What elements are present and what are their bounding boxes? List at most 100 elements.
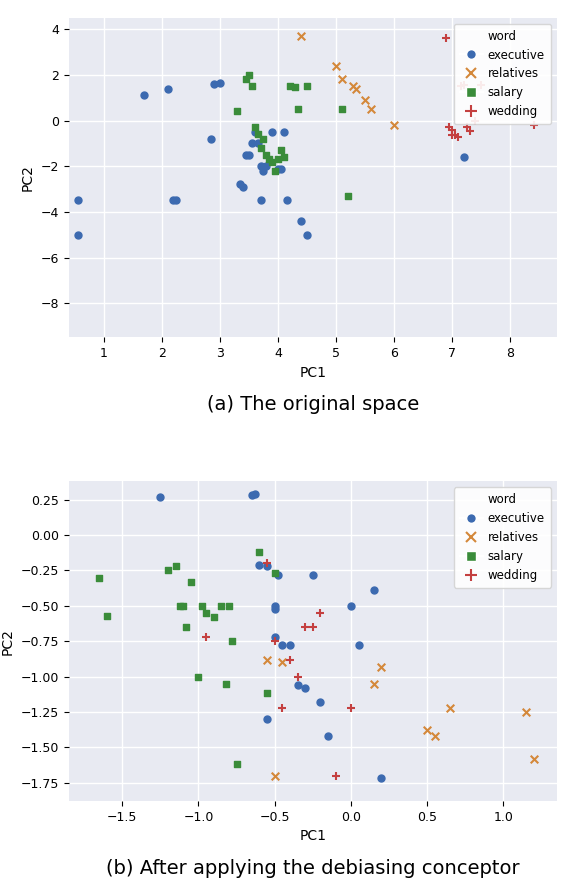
Point xyxy=(278,655,287,669)
Point xyxy=(262,556,272,570)
Point xyxy=(172,193,181,207)
Point xyxy=(209,610,218,624)
Legend: word, executive, relatives, salary, wedding: word, executive, relatives, salary, wedd… xyxy=(453,24,551,124)
Point xyxy=(262,712,272,726)
Point xyxy=(210,77,219,91)
Point xyxy=(270,634,280,648)
Point xyxy=(217,599,226,613)
Point xyxy=(222,676,231,691)
Point xyxy=(265,152,274,166)
Point xyxy=(250,487,259,501)
Point xyxy=(197,599,206,613)
Point xyxy=(343,189,352,203)
Point xyxy=(338,72,347,86)
Point xyxy=(445,700,455,715)
Point xyxy=(346,599,355,613)
Point xyxy=(262,559,272,573)
Point xyxy=(302,79,312,93)
Point xyxy=(448,128,457,142)
Point xyxy=(522,705,531,719)
Point xyxy=(316,695,325,709)
Point xyxy=(201,606,211,620)
Point xyxy=(276,161,285,175)
Point xyxy=(316,606,325,620)
Point xyxy=(369,676,378,691)
Point xyxy=(445,120,454,134)
Point xyxy=(276,143,285,158)
Point xyxy=(331,59,340,73)
Point xyxy=(302,228,312,242)
Point xyxy=(354,638,363,652)
Text: (b) After applying the debiasing conceptor: (b) After applying the debiasing concept… xyxy=(106,859,519,878)
Point xyxy=(164,563,173,578)
Point xyxy=(262,148,271,162)
Point xyxy=(256,141,265,155)
Point xyxy=(224,599,234,613)
Point xyxy=(250,120,259,134)
Text: (a) The original space: (a) The original space xyxy=(207,395,419,414)
Point xyxy=(279,150,288,165)
Point xyxy=(270,630,280,644)
Point xyxy=(250,125,259,139)
Point xyxy=(140,88,149,102)
Point xyxy=(471,113,480,127)
Point xyxy=(156,490,165,504)
Point xyxy=(270,602,280,616)
Point xyxy=(232,104,242,118)
Point xyxy=(331,768,340,782)
Point xyxy=(256,193,265,207)
X-axis label: PC1: PC1 xyxy=(299,366,327,380)
Point xyxy=(346,700,355,715)
Point xyxy=(247,489,257,503)
X-axis label: PC1: PC1 xyxy=(299,829,327,844)
Point xyxy=(232,757,241,772)
Point xyxy=(293,669,302,684)
Point xyxy=(273,568,282,582)
Point xyxy=(95,570,104,585)
Point xyxy=(462,120,471,134)
Point xyxy=(448,123,457,137)
Point xyxy=(102,609,111,623)
Point xyxy=(163,82,172,96)
Point xyxy=(207,132,216,146)
Point xyxy=(227,634,236,648)
Point xyxy=(176,599,185,613)
Point xyxy=(186,575,195,589)
Point xyxy=(301,620,310,635)
Point xyxy=(245,68,254,82)
Point xyxy=(171,559,180,573)
Point xyxy=(369,583,378,597)
Point xyxy=(262,652,272,667)
Point xyxy=(270,599,280,613)
Point xyxy=(451,128,460,142)
Point xyxy=(297,214,306,228)
Point xyxy=(273,152,282,166)
Legend: word, executive, relatives, salary, wedding: word, executive, relatives, salary, wedd… xyxy=(453,487,551,587)
Point xyxy=(465,124,474,138)
Point xyxy=(476,78,486,93)
Point xyxy=(377,659,386,674)
Point xyxy=(215,76,224,90)
Point xyxy=(529,118,538,133)
Point xyxy=(267,125,277,139)
Point xyxy=(297,29,306,44)
Point xyxy=(308,620,317,635)
Point xyxy=(360,93,370,107)
Point xyxy=(194,669,203,684)
Point xyxy=(169,193,178,207)
Point xyxy=(422,724,432,738)
Point xyxy=(179,599,188,613)
Y-axis label: PC2: PC2 xyxy=(1,627,15,655)
Point xyxy=(242,72,251,86)
Point xyxy=(201,630,211,644)
Point xyxy=(377,772,386,786)
Point xyxy=(456,79,466,93)
Point xyxy=(293,678,302,692)
Point xyxy=(242,148,251,162)
Point xyxy=(239,180,248,194)
Y-axis label: PC2: PC2 xyxy=(21,164,35,191)
Point xyxy=(390,118,399,133)
Point xyxy=(267,155,277,169)
Point xyxy=(529,751,538,765)
Point xyxy=(352,82,361,96)
